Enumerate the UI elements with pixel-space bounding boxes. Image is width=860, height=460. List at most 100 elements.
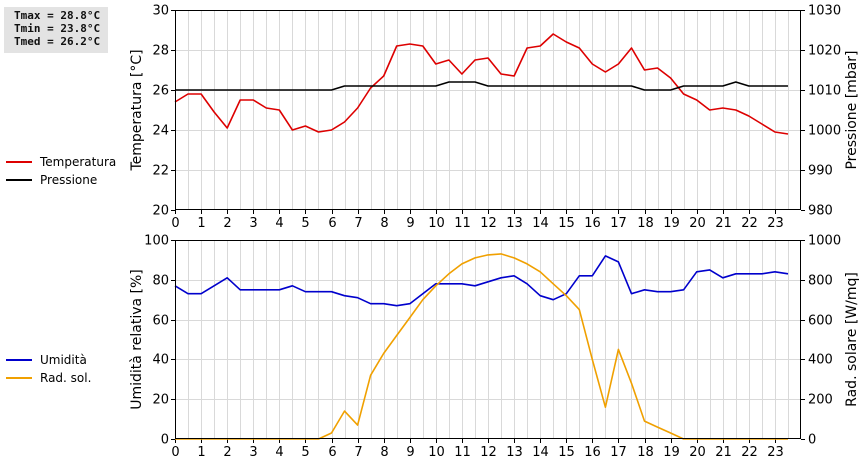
y-tick-label: 22 <box>152 164 169 179</box>
x-tick-label: 15 <box>558 216 575 231</box>
x-tick-label: 14 <box>532 445 549 460</box>
x-tick-label: 12 <box>480 445 497 460</box>
tmed-label: Tmed = 26.2°C <box>14 35 101 48</box>
x-tick-label: 21 <box>715 216 732 231</box>
x-tick-label: 3 <box>249 216 257 231</box>
x-tick-label: 20 <box>689 216 706 231</box>
y-tick-label: 30 <box>152 4 169 19</box>
legend-label-pressione: Pressione <box>40 173 98 187</box>
series-line-top-0 <box>174 33 789 135</box>
legend-label-umidita: Umidità <box>40 353 87 367</box>
y-tick-label: 20 <box>152 393 169 408</box>
y2-axis-title-bottom: Rad. solare [W/mq] <box>844 272 860 407</box>
y2-tick-label: 800 <box>808 274 833 289</box>
x-tick-label: 19 <box>663 216 680 231</box>
series-line-top-1 <box>175 81 788 91</box>
x-tick-label: 9 <box>406 445 414 460</box>
x-tick-label: 2 <box>223 216 231 231</box>
x-tick-label: 5 <box>301 216 309 231</box>
x-tick-label: 8 <box>380 445 388 460</box>
y2-tick-label: 1010 <box>808 84 841 99</box>
y2-tick-label: 1030 <box>808 4 841 19</box>
y2-tick-label: 1000 <box>808 234 841 249</box>
x-tick-label: 1 <box>197 445 205 460</box>
x-tick-label: 15 <box>558 445 575 460</box>
x-tick-label: 0 <box>171 216 179 231</box>
x-tick-label: 22 <box>741 216 758 231</box>
tmin-label: Tmin = 23.8°C <box>14 22 101 35</box>
x-tick-label: 2 <box>223 445 231 460</box>
y2-tick-label: 200 <box>808 393 833 408</box>
x-tick-label: 3 <box>249 445 257 460</box>
x-tick-label: 11 <box>454 445 471 460</box>
y-tick-label: 28 <box>152 44 169 59</box>
stats-box: Tmax = 28.8°C Tmin = 23.8°C Tmed = 26.2°… <box>4 7 108 53</box>
legend-swatch-temperatura <box>6 161 32 163</box>
x-tick-label: 6 <box>328 216 336 231</box>
x-tick-label: 23 <box>767 445 784 460</box>
y2-tick-label: 600 <box>808 314 833 329</box>
x-tick-label: 0 <box>171 445 179 460</box>
y-tick-label: 20 <box>152 204 169 219</box>
x-tick-label: 17 <box>610 445 627 460</box>
x-tick-label: 20 <box>689 445 706 460</box>
y2-tick-label: 1000 <box>808 124 841 139</box>
legend-item-radsol: Rad. sol. <box>6 369 91 387</box>
x-tick-label: 17 <box>610 216 627 231</box>
x-tick-label: 16 <box>584 445 601 460</box>
tmax-label: Tmax = 28.8°C <box>14 9 101 22</box>
x-tick-label: 12 <box>480 216 497 231</box>
x-tick-label: 16 <box>584 216 601 231</box>
x-tick-label: 9 <box>406 216 414 231</box>
legend-label-temperatura: Temperatura <box>40 155 117 169</box>
x-tick-label: 4 <box>275 216 283 231</box>
x-tick-label: 22 <box>741 445 758 460</box>
x-tick-label: 21 <box>715 445 732 460</box>
legend-item-pressione: Pressione <box>6 171 116 189</box>
x-tick-label: 13 <box>506 216 523 231</box>
x-tick-label: 7 <box>354 216 362 231</box>
x-tick-label: 18 <box>637 445 654 460</box>
y2-tick-label: 0 <box>808 433 816 448</box>
y2-tick-label: 1020 <box>808 44 841 59</box>
y2-tick-label: 980 <box>808 204 833 219</box>
x-tick-label: 11 <box>454 216 471 231</box>
x-tick-label: 1 <box>197 216 205 231</box>
plot-frame-bottom <box>175 240 801 439</box>
legend-top: Temperatura Pressione <box>6 153 116 189</box>
y2-tick-label: 400 <box>808 353 833 368</box>
x-tick-label: 23 <box>767 216 784 231</box>
y-tick-label: 40 <box>152 353 169 368</box>
y-axis-title-bottom: Umidità relativa [%] <box>129 269 145 410</box>
y2-axis-title-top: Pressione [mbar] <box>844 50 860 169</box>
y2-tick-label: 990 <box>808 164 833 179</box>
x-tick-label: 6 <box>328 445 336 460</box>
x-tick-label: 10 <box>428 216 445 231</box>
legend-label-radsol: Rad. sol. <box>40 371 92 385</box>
x-tick-label: 7 <box>354 445 362 460</box>
x-tick-label: 5 <box>301 445 309 460</box>
legend-swatch-pressione <box>6 179 32 181</box>
y-tick-label: 100 <box>144 234 169 249</box>
plot-frame-top <box>175 10 801 210</box>
x-tick-label: 8 <box>380 216 388 231</box>
y-axis-title-top: Temperatura [°C] <box>129 49 145 171</box>
y-tick-label: 0 <box>161 433 169 448</box>
x-tick-label: 10 <box>428 445 445 460</box>
legend-bottom: Umidità Rad. sol. <box>6 351 91 387</box>
y-tick-label: 80 <box>152 274 169 289</box>
legend-item-temperatura: Temperatura <box>6 153 116 171</box>
x-tick-label: 14 <box>532 216 549 231</box>
series-line-bottom-0 <box>174 255 789 307</box>
x-tick-label: 13 <box>506 445 523 460</box>
x-tick-label: 18 <box>637 216 654 231</box>
legend-swatch-umidita <box>6 359 32 361</box>
legend-swatch-radsol <box>6 377 32 379</box>
x-tick-label: 19 <box>663 445 680 460</box>
y-tick-label: 60 <box>152 314 169 329</box>
y-tick-label: 26 <box>152 84 169 99</box>
x-tick-label: 4 <box>275 445 283 460</box>
